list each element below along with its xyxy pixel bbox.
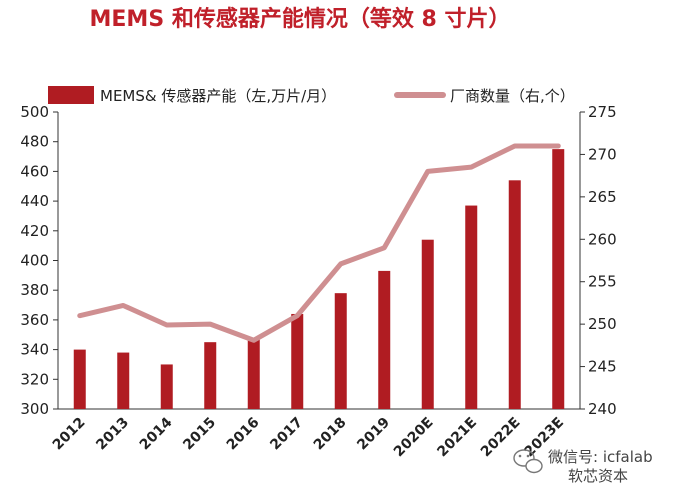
left-tick-label: 500 <box>20 103 49 121</box>
legend-bar-label: MEMS& 传感器产能（左,万片/月） <box>100 87 336 105</box>
right-tick-label: 260 <box>588 230 617 248</box>
capacity-bar <box>204 342 217 409</box>
line-series <box>77 143 561 343</box>
capacity-bar <box>117 352 130 409</box>
right-tick-label: 255 <box>588 273 617 291</box>
left-tick-label: 460 <box>20 162 49 180</box>
x-tick-label: 2021E <box>434 415 480 461</box>
right-tick-label: 245 <box>588 358 617 376</box>
bar-series <box>73 149 565 409</box>
capacity-bar <box>465 205 478 409</box>
capacity-bar <box>552 149 565 409</box>
left-axis-ticks: 300 320 340 360 380 400 420 440 460 480 500 <box>20 103 58 418</box>
legend-bar-swatch <box>48 86 94 104</box>
left-tick-label: 300 <box>20 400 49 418</box>
watermark-wechat-id: 微信号: icfalab <box>548 448 653 466</box>
right-tick-label: 265 <box>588 188 617 206</box>
x-tick-label: 2017 <box>267 415 306 454</box>
x-tick-label: 2018 <box>311 415 350 454</box>
capacity-bar <box>508 180 521 409</box>
capacity-bar <box>73 349 86 409</box>
x-tick-label: 2014 <box>137 414 176 453</box>
chart-title: MEMS 和传感器产能情况（等效 8 寸片） <box>90 6 511 32</box>
legend: MEMS& 传感器产能（左,万片/月） 厂商数量（右,个） <box>48 86 575 105</box>
capacity-bar <box>378 270 391 409</box>
capacity-bar <box>160 364 173 409</box>
x-tick-label: 2020E <box>391 415 437 461</box>
vendor-count-line <box>77 143 561 343</box>
watermark: 微信号: icfalab 软芯资本 <box>513 448 653 485</box>
right-axis-ticks: 240 245 250 255 260 265 270 275 <box>580 103 617 418</box>
x-tick-label: 2019 <box>354 415 393 454</box>
axes <box>57 112 581 410</box>
right-tick-label: 240 <box>588 400 617 418</box>
left-tick-label: 380 <box>20 281 49 299</box>
wechat-icon <box>513 449 543 474</box>
capacity-bar <box>291 313 304 409</box>
capacity-bar <box>334 293 347 409</box>
left-tick-label: 360 <box>20 311 49 329</box>
left-tick-label: 440 <box>20 192 49 210</box>
right-tick-label: 270 <box>588 145 617 163</box>
left-tick-label: 420 <box>20 222 49 240</box>
capacity-bar <box>421 239 434 409</box>
legend-line-label: 厂商数量（右,个） <box>450 87 575 105</box>
capacity-bar <box>247 339 260 409</box>
watermark-brand: 软芯资本 <box>568 467 628 485</box>
x-axis-ticks: 2012 2013 2014 2015 2016 2017 2018 20192020E202… <box>50 414 567 460</box>
x-tick-label: 2013 <box>93 415 132 454</box>
left-tick-label: 320 <box>20 370 49 388</box>
x-tick-label: 2016 <box>224 415 263 454</box>
x-tick-label: 2015 <box>180 415 219 454</box>
right-tick-label: 275 <box>588 103 617 121</box>
right-tick-label: 250 <box>588 315 617 333</box>
left-tick-label: 400 <box>20 252 49 270</box>
left-tick-label: 340 <box>20 341 49 359</box>
left-tick-label: 480 <box>20 133 49 151</box>
x-tick-label: 2012 <box>50 415 89 454</box>
